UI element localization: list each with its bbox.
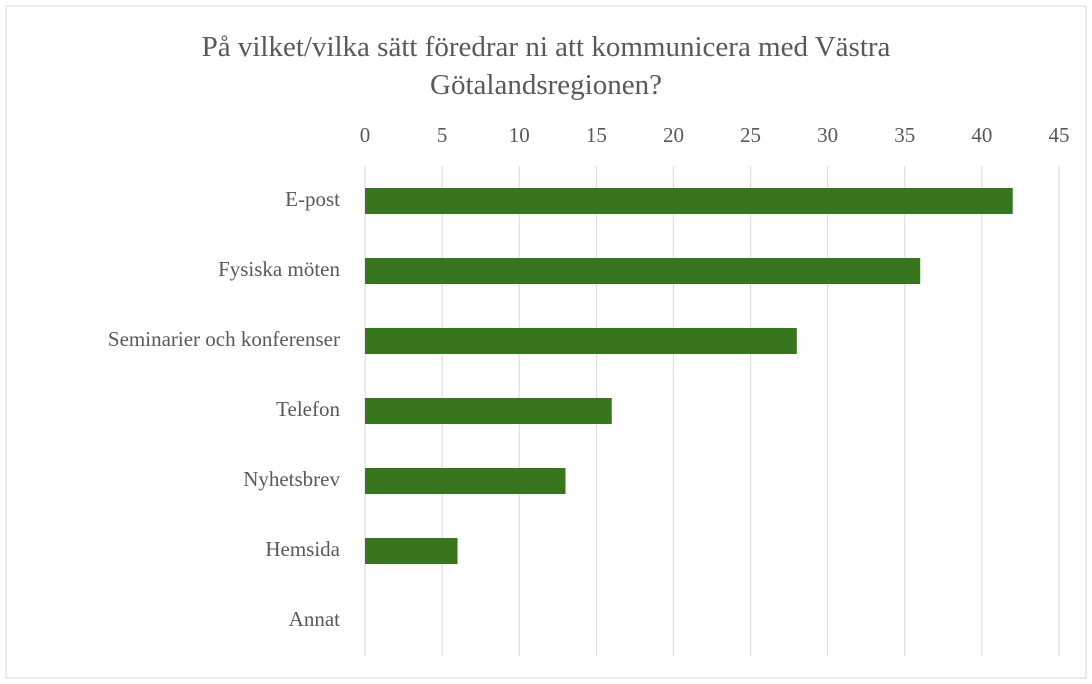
chart-title: På vilket/vilka sätt föredrar ni att kom…	[201, 31, 891, 101]
x-tick-label: 15	[586, 123, 607, 147]
x-tick-label: 0	[360, 123, 371, 147]
bar	[365, 188, 1013, 214]
x-tick-label: 40	[971, 123, 992, 147]
x-tick-label: 25	[740, 123, 761, 147]
y-tick-label: Seminarier och konferenser	[108, 327, 340, 351]
y-tick-label: Telefon	[276, 397, 340, 421]
y-tick-label: Hemsida	[265, 537, 340, 561]
bar	[365, 258, 921, 284]
bar	[365, 328, 797, 354]
bar	[365, 468, 566, 494]
x-tick-label: 10	[509, 123, 530, 147]
x-tick-label: 45	[1049, 123, 1070, 147]
y-tick-label: Annat	[289, 607, 340, 631]
y-tick-label: E-post	[285, 187, 340, 211]
bar	[365, 538, 458, 564]
y-tick-label: Nyhetsbrev	[243, 467, 340, 491]
x-tick-label: 30	[817, 123, 838, 147]
y-tick-label: Fysiska möten	[218, 257, 340, 281]
x-tick-label: 5	[437, 123, 448, 147]
x-tick-label: 20	[663, 123, 684, 147]
bar	[365, 398, 612, 424]
chart-border	[5, 5, 1087, 679]
x-tick-label: 35	[894, 123, 915, 147]
